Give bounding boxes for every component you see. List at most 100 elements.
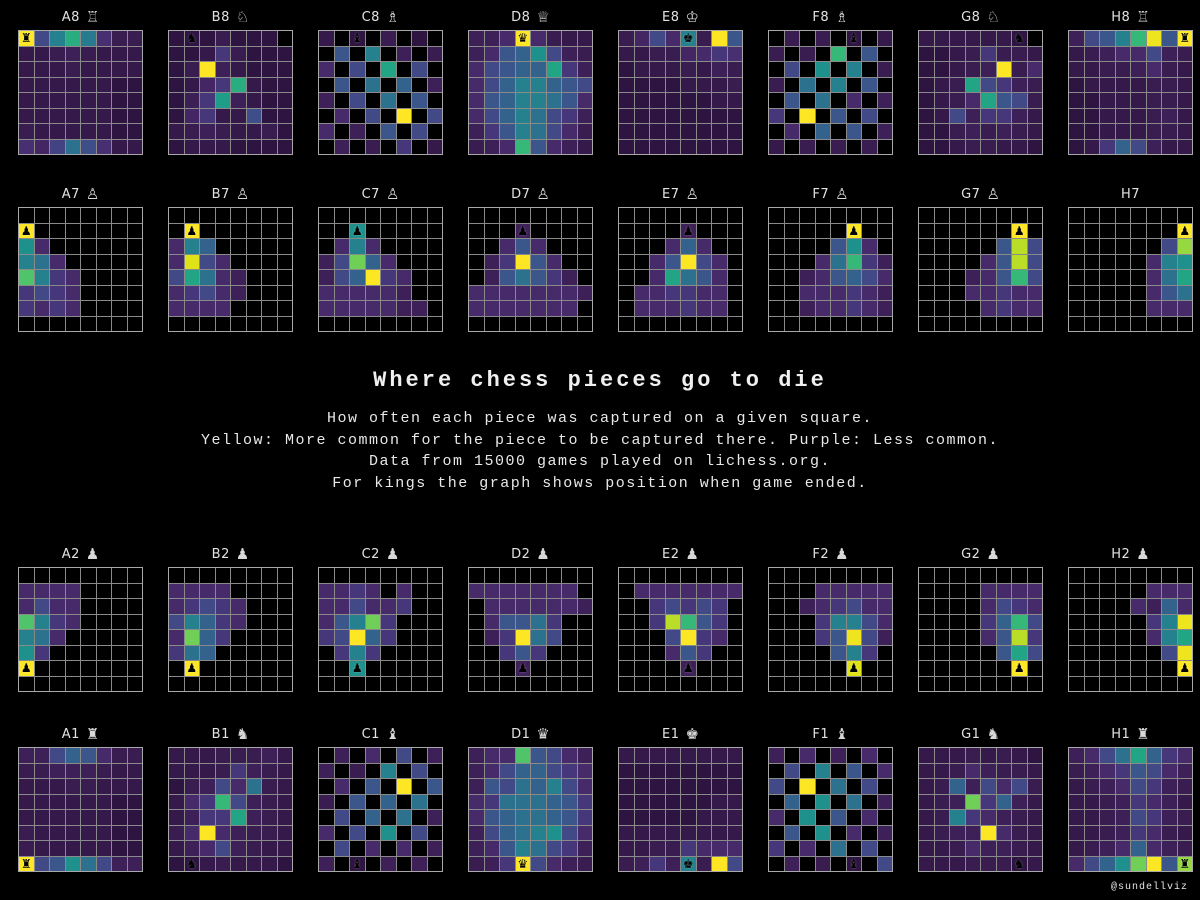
heatmap-cell [96,748,111,763]
heatmap-cell [381,763,396,778]
heatmap-cell [650,841,665,856]
heatmap-cell [577,630,592,645]
heatmap-cell [919,810,934,825]
pawn-glyph-icon: ♙ [85,185,100,203]
heatmap-cell [769,825,784,840]
heatmap-cell [634,301,649,316]
heatmap-cell [412,254,427,269]
heatmap-cell [727,810,742,825]
heatmap-cell [1177,794,1192,809]
heatmap-cell [1084,77,1099,92]
heatmap-cell [1069,46,1084,61]
heatmap-cell [365,254,380,269]
heatmap-cell [1146,93,1161,108]
heatmap-cell [184,794,199,809]
heatmap-cell [469,583,484,598]
heatmap-cell [665,748,680,763]
bishop-glyph-icon: ♝ [385,725,400,743]
heatmap-cell [877,661,892,676]
heatmap-cell [262,856,277,871]
heatmap-cell [1069,223,1084,238]
heatmap-cell [650,223,665,238]
subtitle-line-4: For kings the graph shows position when … [332,474,868,492]
heatmap-cell [169,614,184,629]
heatmap-cell [831,62,846,77]
heatmap-cell [500,630,515,645]
heatmap-cell [169,841,184,856]
heatmap-cell [396,841,411,856]
heatmap-cell [427,62,442,77]
heatmap-cell [634,124,649,139]
heatmap-cell [712,583,727,598]
heatmap-cell [981,810,996,825]
heatmap-cell [800,599,815,614]
heatmap-cell [1177,139,1192,154]
heatmap-cell [950,77,965,92]
heatmap-cell [515,630,530,645]
heatmap-cell [577,285,592,300]
heatmap-cell [1115,77,1130,92]
heatmap-cell [696,856,711,871]
heatmap-cell [562,301,577,316]
heatmap-cell [65,748,80,763]
heatmap-cell [127,599,142,614]
heatmap-cell [169,856,184,871]
heatmap-cell [1162,841,1177,856]
knight-glyph-icon: ♞ [235,725,250,743]
heatmap-cell [262,208,277,223]
heatmap-cell [996,614,1011,629]
heatmap-cell [950,841,965,856]
heatmap-cell [996,62,1011,77]
heatmap-cell [96,31,111,46]
heatmap-cell [965,316,980,331]
heatmap-cell [319,124,334,139]
heatmap-cell [96,46,111,61]
heatmap-cell: ♟ [350,223,365,238]
heatmap-cell [950,254,965,269]
heatmap-cell [919,661,934,676]
heatmap-cell [96,77,111,92]
heatmap-cell [965,794,980,809]
heatmap-cell [665,794,680,809]
heatmap-cell [727,676,742,691]
heatmap-cell [200,285,215,300]
rook-glyph-icon: ♜ [85,725,100,743]
heatmap-cell [950,614,965,629]
heatmap-cell [96,645,111,660]
heatmap-cell [712,599,727,614]
heatmap-cell [934,208,949,223]
heatmap-cell [862,208,877,223]
heatmap-cell [996,208,1011,223]
heatmap-cell [1162,223,1177,238]
pawn-icon: ♟ [351,661,363,676]
heatmap-cell [919,108,934,123]
heatmap-cell [1100,62,1115,77]
heatmap-cell [381,583,396,598]
heatmap-cell [562,583,577,598]
heatmap-cell [365,31,380,46]
heatmap-cell [712,568,727,583]
heatmap-cell [996,583,1011,598]
heatmap-cell [815,316,830,331]
heatmap-cell [500,614,515,629]
heatmap-cell [365,841,380,856]
heatmap-cell [681,301,696,316]
heatmap-cell [319,62,334,77]
heatmap-cell [412,285,427,300]
heatmap-cell [1027,630,1042,645]
heatmap-cell [831,614,846,629]
heatmap-cell [169,810,184,825]
heatmap-cell [919,139,934,154]
heatmap-cell [650,630,665,645]
heatmap-cell [469,139,484,154]
heatmap-cell [50,93,65,108]
heatmap-cell [65,301,80,316]
heatmap-cell [1084,46,1099,61]
chart-label: D8 [511,10,531,25]
heatmap-cell [712,779,727,794]
chart-label: A1 [61,727,80,742]
heatmap-cell [34,645,49,660]
heatmap-cell [334,645,349,660]
chart-title-f2: F2 ♟ [768,542,893,567]
heatmap-cell [246,841,261,856]
